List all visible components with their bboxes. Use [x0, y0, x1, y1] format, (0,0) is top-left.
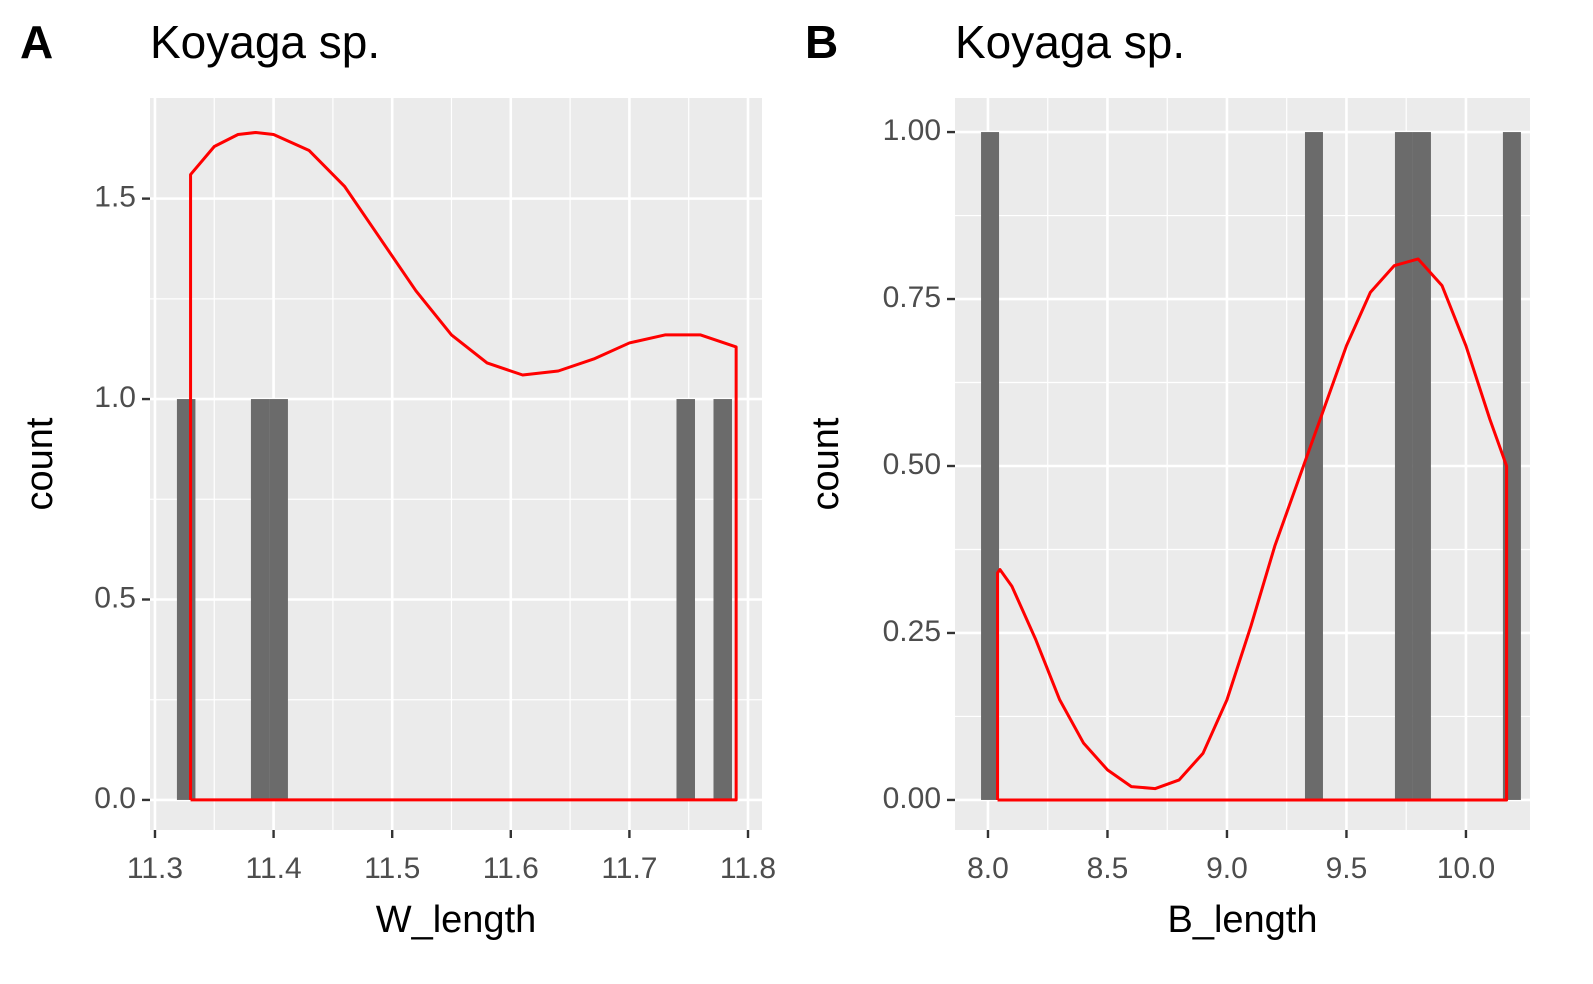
- x-tick-label: 11.6: [483, 852, 539, 885]
- panel: 0.0 0.5 1.0 1.5 11.3 11.4 11.5 11.6 11.7 11.8 A Koy…: [19, 16, 776, 941]
- histogram-bar: [1394, 132, 1413, 800]
- histogram-bar: [981, 132, 1000, 800]
- histogram-bar: [676, 399, 695, 800]
- y-axis-title: count: [19, 417, 61, 510]
- x-tick-label: 11.8: [720, 852, 776, 885]
- x-tick-label: 9.0: [1206, 852, 1248, 885]
- histogram-bar: [176, 399, 196, 800]
- panel-label: A: [20, 16, 53, 68]
- y-tick-label: 0.75: [883, 281, 941, 314]
- y-tick-label: 0.00: [883, 782, 941, 815]
- x-tick-label: 11.7: [601, 852, 657, 885]
- y-tick-label: 1.00: [883, 114, 941, 147]
- y-tick-label: 1.0: [94, 381, 136, 414]
- x-tick-label: 11.3: [127, 852, 183, 885]
- density-line: [189, 130, 738, 802]
- y-tick-label: 0.25: [883, 615, 941, 648]
- chart-title: Koyaga sp.: [150, 16, 380, 68]
- panel-background: [955, 98, 1530, 830]
- histogram-bar: [269, 399, 288, 800]
- y-axis-title: count: [805, 417, 847, 510]
- histogram-bar: [1412, 132, 1431, 800]
- panel-label: B: [805, 16, 838, 68]
- x-axis-title: B_length: [1167, 899, 1317, 941]
- chart-title: Koyaga sp.: [955, 16, 1185, 68]
- panel-background: [150, 98, 762, 830]
- x-tick-label: 8.0: [967, 852, 1009, 885]
- histogram-bar: [250, 399, 270, 800]
- x-tick-label: 11.5: [364, 852, 420, 885]
- x-axis-title: W_length: [376, 899, 537, 941]
- y-tick-label: 1.5: [94, 181, 136, 214]
- x-tick-label: 11.4: [246, 852, 302, 885]
- density-line: [996, 257, 1509, 802]
- histogram-bar: [1304, 132, 1323, 800]
- y-tick-label: 0.0: [94, 782, 136, 815]
- y-tick-label: 0.50: [883, 448, 941, 481]
- x-tick-label: 9.5: [1326, 852, 1368, 885]
- x-tick-label: 10.0: [1437, 852, 1495, 885]
- x-tick-label: 8.5: [1087, 852, 1129, 885]
- y-tick-label: 0.5: [94, 581, 136, 614]
- histogram-bar: [713, 399, 732, 800]
- panel: 0.00 0.25 0.50 0.75 1.00 8.0 8.5 9.0 9.5 10.0 B Koy…: [805, 16, 1530, 941]
